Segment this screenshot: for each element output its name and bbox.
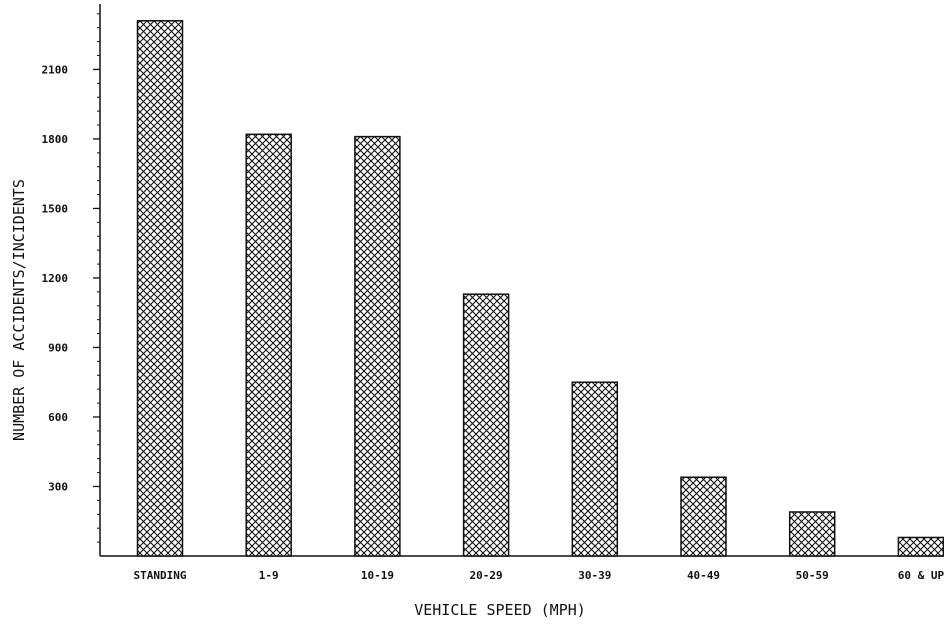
y-tick-label: 2100 [42, 63, 69, 76]
x-axis-title: VEHICLE SPEED (MPH) [414, 601, 586, 619]
x-tick-label: 60 & UP [898, 569, 944, 582]
x-tick-label: STANDING [134, 569, 187, 582]
x-tick-label: 40-49 [687, 569, 720, 582]
bar [680, 476, 727, 557]
y-axis-title: NUMBER OF ACCIDENTS/INCIDENTS [10, 179, 28, 441]
bar [354, 135, 401, 557]
x-tick-labels: STANDING 1-9 10-19 20-29 30-39 40-49 50-59 60 &… [134, 569, 944, 582]
bar [897, 536, 944, 557]
x-tick-label: 30-39 [578, 569, 611, 582]
y-tick-label: 600 [48, 411, 68, 424]
y-tick-label: 1500 [42, 202, 69, 215]
bar [462, 293, 510, 557]
bar [571, 381, 619, 557]
y-tick-label: 900 [48, 341, 68, 354]
x-tick-label: 20-29 [470, 569, 503, 582]
x-tick-label: 10-19 [361, 569, 394, 582]
y-tick-label: 1200 [42, 272, 69, 285]
bar [245, 133, 292, 557]
bar [136, 20, 184, 557]
bars [136, 20, 944, 557]
y-major-ticks: 300 600 900 1200 1500 1800 2100 [42, 63, 100, 493]
x-tick-label: 50-59 [796, 569, 829, 582]
x-tick-label: 1-9 [259, 569, 279, 582]
y-tick-label: 300 [48, 480, 68, 493]
bar [788, 511, 836, 557]
y-tick-label: 1800 [42, 133, 69, 146]
